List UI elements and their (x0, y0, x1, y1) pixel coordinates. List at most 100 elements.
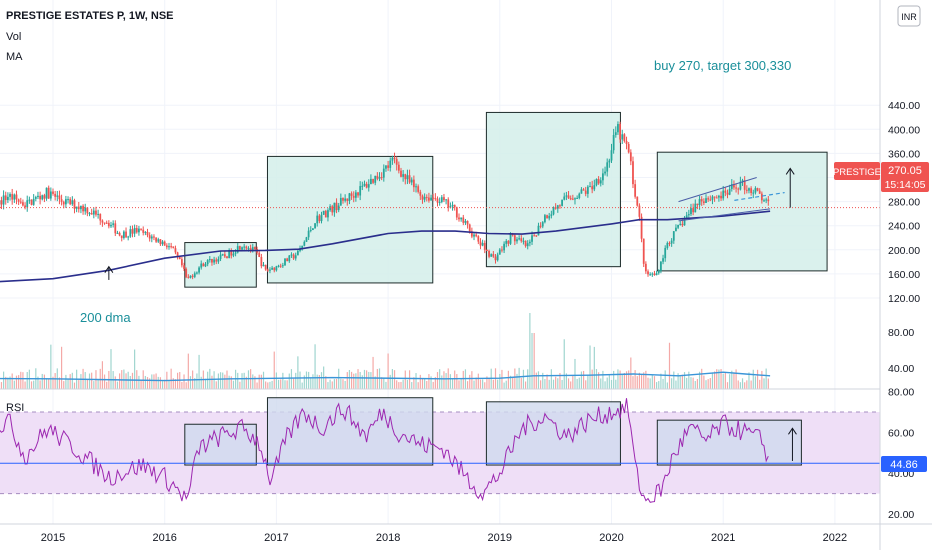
candle-body (20, 202, 22, 203)
rsi-box-3[interactable] (657, 420, 801, 465)
rsi-indicator-label[interactable]: RSI (6, 402, 24, 414)
candle-body (196, 273, 198, 274)
candle-body (623, 134, 625, 141)
candle-body (250, 248, 252, 250)
candle-body (370, 179, 372, 184)
candle-body (697, 204, 699, 205)
candle-body (460, 218, 462, 220)
candle-body (205, 264, 207, 266)
candle-body (162, 242, 164, 245)
candle-body (546, 215, 548, 218)
candle-body (140, 229, 142, 230)
candle-body (329, 206, 331, 210)
candle-body (473, 235, 475, 237)
candle-body (147, 232, 149, 235)
candle-body (26, 200, 28, 207)
candle-body (712, 197, 714, 200)
candle-body (359, 186, 361, 195)
candle-body (202, 264, 204, 267)
price-box-3[interactable] (657, 152, 827, 271)
bar-countdown: 15:14:05 (885, 179, 926, 191)
candle-body (589, 186, 591, 187)
candle-body (22, 202, 24, 205)
candle-body (679, 224, 681, 225)
candle-body (632, 161, 634, 184)
candle-body (407, 175, 409, 179)
candle-body (127, 237, 129, 238)
candle-body (151, 237, 153, 239)
candle-body (525, 241, 527, 246)
x-tick-2017: 2017 (264, 532, 288, 544)
candle-body (486, 250, 488, 251)
candle-body (278, 266, 280, 267)
candle-body (658, 271, 660, 273)
currency-badge[interactable]: INR (901, 12, 917, 22)
candle-body (97, 214, 99, 215)
candle-body (273, 268, 275, 270)
candle-body (441, 197, 443, 202)
candle-body (394, 158, 396, 159)
candle-body (194, 273, 196, 277)
candle-body (99, 214, 101, 221)
rsi-tick-20: 20.00 (888, 509, 914, 521)
candle-body (482, 243, 484, 246)
candle-body (437, 199, 439, 203)
candle-body (424, 197, 426, 200)
candle-body (634, 184, 636, 197)
candle-body (488, 251, 490, 257)
candle-body (767, 199, 769, 201)
candle-body (344, 199, 346, 201)
candle-body (276, 266, 278, 270)
candle-body (458, 217, 460, 219)
candle-body (709, 200, 711, 201)
candle-body (327, 210, 329, 217)
candle-body (544, 215, 546, 222)
candle-body (82, 206, 84, 212)
candle-body (596, 179, 598, 185)
candle-body (119, 233, 121, 236)
candle-body (142, 230, 144, 233)
vol-indicator-label[interactable]: Vol (6, 31, 21, 43)
candle-body (218, 259, 220, 262)
candle-body (149, 235, 151, 238)
last-price: 270.05 (888, 165, 922, 177)
candle-body (413, 180, 415, 188)
price-tick-400: 400.00 (888, 124, 920, 136)
candle-body (108, 223, 110, 226)
candle-body (215, 260, 217, 262)
candle-body (306, 237, 308, 242)
candle-body (295, 255, 297, 258)
candle-body (432, 198, 434, 199)
price-box-0[interactable] (185, 243, 256, 288)
candle-body (671, 241, 673, 244)
candle-body (765, 199, 767, 200)
candle-body (175, 248, 177, 252)
dma-note: 200 dma (80, 310, 131, 325)
candle-body (134, 228, 136, 234)
candle-body (404, 174, 406, 179)
candle-body (688, 214, 690, 215)
candle-body (346, 199, 348, 201)
candle-body (263, 265, 265, 266)
candle-body (531, 235, 533, 241)
candle-body (664, 248, 666, 258)
candle-body (669, 243, 671, 244)
candle-body (505, 241, 507, 244)
rsi-box-2[interactable] (486, 402, 620, 465)
candle-body (16, 195, 18, 200)
ma-indicator-label[interactable]: MA (6, 51, 23, 63)
candle-body (714, 197, 716, 198)
rsi-value-tag: 44.86 (881, 456, 927, 472)
candle-body (673, 231, 675, 241)
candle-body (44, 195, 46, 198)
candle-body (576, 198, 578, 199)
candle-body (1, 200, 3, 204)
candle-body (499, 250, 501, 255)
candle-body (462, 218, 464, 223)
candle-body (724, 191, 726, 193)
candle-body (336, 203, 338, 210)
candle-body (372, 179, 374, 183)
candle-body (267, 270, 269, 271)
candle-body (469, 224, 471, 231)
